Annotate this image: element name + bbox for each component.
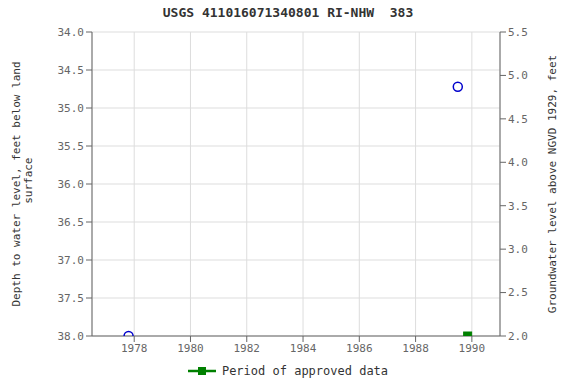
- svg-text:35.5: 35.5: [58, 140, 85, 153]
- svg-text:36.0: 36.0: [58, 178, 85, 191]
- svg-text:1978: 1978: [121, 342, 148, 355]
- svg-text:1980: 1980: [177, 342, 204, 355]
- svg-text:2.0: 2.0: [508, 330, 528, 343]
- svg-text:4.5: 4.5: [508, 113, 528, 126]
- svg-text:Depth to water level, feet bel: Depth to water level, feet below land su…: [10, 61, 35, 306]
- svg-text:5.5: 5.5: [508, 26, 528, 39]
- svg-text:38.0: 38.0: [58, 330, 85, 343]
- html-text:Period of approved data: Period of approved data: [221, 364, 389, 378]
- svg-text:5.0: 5.0: [508, 69, 528, 82]
- svg-text:36.5: 36.5: [58, 216, 85, 229]
- svg-text:1990: 1990: [459, 342, 486, 355]
- svg-text:37.0: 37.0: [58, 254, 85, 267]
- svg-text:1984: 1984: [290, 342, 317, 355]
- svg-text:34.0: 34.0: [58, 26, 85, 39]
- svg-text:Groundwater level above NGVD 1: Groundwater level above NGVD 1929, feet: [546, 55, 559, 313]
- html-text:USGS 411016071340801 RI-NHW 38: USGS 411016071340801 RI-NHW 383: [162, 5, 414, 20]
- svg-text:4.0: 4.0: [508, 156, 528, 169]
- svg-text:35.0: 35.0: [58, 102, 85, 115]
- svg-text:34.5: 34.5: [58, 64, 85, 77]
- svg-text:3.0: 3.0: [508, 243, 528, 256]
- svg-text:1988: 1988: [402, 342, 429, 355]
- svg-text:1982: 1982: [234, 342, 261, 355]
- svg-text:1986: 1986: [346, 342, 373, 355]
- svg-text:37.5: 37.5: [58, 292, 85, 305]
- svg-text:3.5: 3.5: [508, 200, 528, 213]
- svg-text:2.5: 2.5: [508, 286, 528, 299]
